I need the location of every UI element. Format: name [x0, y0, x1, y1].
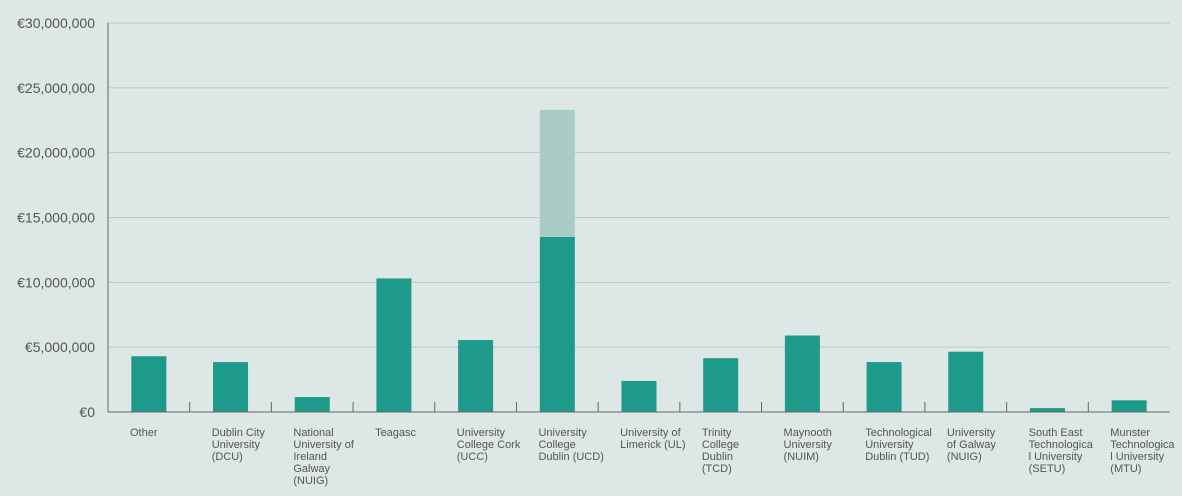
bars — [131, 109, 1147, 412]
category-label-line: Trinity — [702, 427, 732, 439]
category-label: Dublin City University (DCU) — [212, 427, 266, 463]
category-label-line: University of — [620, 427, 681, 439]
category-label-line: College Cork — [457, 439, 521, 451]
category-label-line: Technological — [865, 427, 932, 439]
axes — [107, 23, 1170, 413]
category-label: Maynooth University (NUIM) — [784, 427, 833, 463]
category-label: National University of Ireland Galway (NUIG) — [293, 427, 354, 487]
category-label: Teagasc — [375, 427, 416, 439]
bar-series-1 — [1111, 400, 1147, 412]
category-label: Munster Technologica l University (MTU) — [1110, 427, 1175, 475]
bar-series-1 — [621, 380, 657, 412]
category-label-line: Limerick (UL) — [620, 439, 685, 451]
category-label-line: Other — [130, 427, 158, 439]
category-label-line: College — [702, 439, 739, 451]
bar-series-1 — [131, 356, 167, 412]
category-label-line: Dublin (TUD) — [865, 451, 929, 463]
bar-series-1 — [866, 362, 902, 412]
category-label-line: University — [947, 427, 996, 439]
category-label-line: (SETU) — [1029, 463, 1066, 475]
bar-series-1 — [703, 358, 739, 412]
x-axis-category-labels: Other Dublin City University (DCU)National U… — [130, 427, 1175, 487]
y-tick-label: €20,000,000 — [17, 145, 95, 161]
category-label-line: Munster — [1110, 427, 1150, 439]
category-label-line: of Galway — [947, 439, 996, 451]
bar-series-1 — [458, 340, 494, 412]
category-label-line: Galway — [293, 463, 330, 475]
category-label: University of Galway (NUIG) — [947, 427, 996, 463]
category-label-line: College — [538, 439, 575, 451]
bar-series-1 — [1029, 408, 1065, 412]
category-label-line: Dublin — [702, 451, 733, 463]
bar-series-1 — [376, 278, 412, 412]
category-label-line: (NUIG) — [947, 451, 982, 463]
category-label: University College Dublin (UCD) — [538, 427, 603, 463]
gridlines — [108, 22, 1170, 348]
y-tick-label: €10,000,000 — [17, 274, 95, 290]
y-tick-label: €30,000,000 — [17, 15, 95, 31]
category-label-line: University of — [293, 439, 354, 451]
y-tick-label: €5,000,000 — [25, 339, 95, 355]
category-label-line: South East — [1029, 427, 1083, 439]
category-label: South East Technologica l University (SETU) — [1029, 427, 1094, 475]
category-label-line: University — [538, 427, 587, 439]
category-label-line: National — [293, 427, 333, 439]
bar-series-1 — [539, 236, 575, 412]
category-label-line: (MTU) — [1110, 463, 1141, 475]
category-label-line: Dublin City — [212, 427, 266, 439]
category-label-line: l University — [1029, 451, 1083, 463]
category-label-line: (NUIM) — [784, 451, 819, 463]
category-label-line: Teagasc — [375, 427, 416, 439]
category-label-line: l University — [1110, 451, 1164, 463]
y-tick-label: €0 — [79, 404, 95, 420]
y-axis-tick-labels: €0 €5,000,000 €10,000,000 €15,000,000 €20,00… — [17, 15, 95, 420]
category-label-line: Dublin (UCD) — [538, 451, 603, 463]
category-label-line: (UCC) — [457, 451, 488, 463]
category-label: Technological University Dublin (TUD) — [865, 427, 932, 463]
category-label-line: University — [784, 439, 833, 451]
bar-series-1 — [948, 351, 984, 412]
category-label-line: (DCU) — [212, 451, 243, 463]
category-label-line: University — [212, 439, 261, 451]
bar-series-1 — [213, 362, 249, 412]
category-label: Trinity College Dublin (TCD) — [702, 427, 739, 475]
y-tick-label: €15,000,000 — [17, 210, 95, 226]
category-label-line: University — [865, 439, 914, 451]
category-label-line: (NUIG) — [293, 475, 328, 487]
category-label-line: Technologica — [1110, 439, 1175, 451]
category-label-line: Technologica — [1029, 439, 1094, 451]
bar-series-1 — [294, 397, 330, 412]
bar-series-1 — [784, 335, 820, 412]
category-label: Other — [130, 427, 158, 439]
bar-series-2 — [539, 109, 575, 237]
category-label-line: (TCD) — [702, 463, 732, 475]
category-label: University of Limerick (UL) — [620, 427, 685, 451]
category-label: University College Cork (UCC) — [457, 427, 521, 463]
y-tick-label: €25,000,000 — [17, 80, 95, 96]
category-label-line: Maynooth — [784, 427, 832, 439]
category-label-line: Ireland — [293, 451, 327, 463]
category-label-line: University — [457, 427, 506, 439]
